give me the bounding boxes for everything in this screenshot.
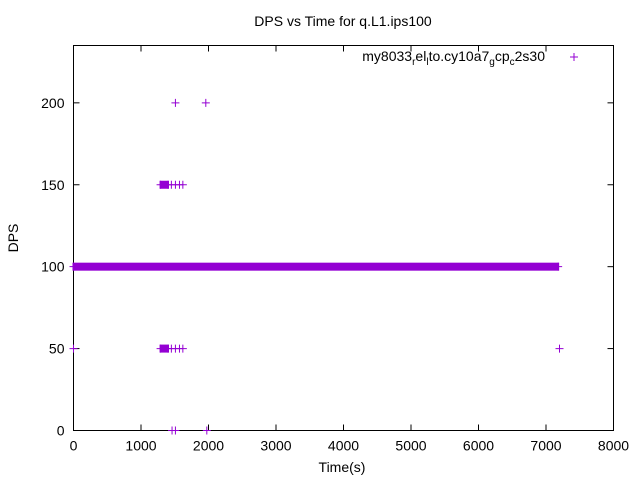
x-axis-label: Time(s) <box>319 459 366 475</box>
data-point <box>171 98 180 107</box>
data-point <box>156 180 165 189</box>
x-tick-label: 5000 <box>395 438 426 454</box>
legend: my8033rellto.cy10a7gcpc2s30 <box>362 48 578 68</box>
y-tick-label: 0 <box>57 423 65 439</box>
y-axis: 0 50 100 150 200 <box>41 95 614 439</box>
x-tick-label: 7000 <box>530 438 561 454</box>
x-tick-label: 8000 <box>598 438 629 454</box>
data-point <box>171 426 180 435</box>
data-point <box>570 53 578 61</box>
data-point <box>156 344 165 353</box>
data-point <box>178 344 187 353</box>
x-tick-label: 3000 <box>260 438 291 454</box>
series-marks <box>69 98 564 435</box>
plot-frame <box>73 45 614 431</box>
y-axis-label: DPS <box>5 224 21 253</box>
x-tick-label: 0 <box>70 438 78 454</box>
data-point <box>178 180 187 189</box>
x-tick-label: 2000 <box>193 438 224 454</box>
dense-point-band <box>72 262 560 271</box>
y-tick-label: 50 <box>49 341 65 357</box>
y-tick-label: 100 <box>41 259 65 275</box>
data-point <box>554 262 563 271</box>
y-tick-label: 150 <box>41 177 65 193</box>
x-tick-label: 4000 <box>328 438 359 454</box>
x-tick-label: 6000 <box>463 438 494 454</box>
data-point <box>201 98 210 107</box>
x-axis: 0 1000 2000 3000 4000 5000 6000 7000 8000 <box>70 45 629 454</box>
data-point <box>202 426 211 435</box>
legend-entry-label: my8033rellto.cy10a7gcpc2s30 <box>362 48 545 68</box>
x-tick-label: 1000 <box>125 438 156 454</box>
chart-title: DPS vs Time for q.L1.ips100 <box>254 13 432 29</box>
legend-marker <box>570 53 578 61</box>
data-point <box>69 344 78 353</box>
y-tick-label: 200 <box>41 95 65 111</box>
data-point <box>69 262 78 271</box>
data-point <box>555 344 564 353</box>
